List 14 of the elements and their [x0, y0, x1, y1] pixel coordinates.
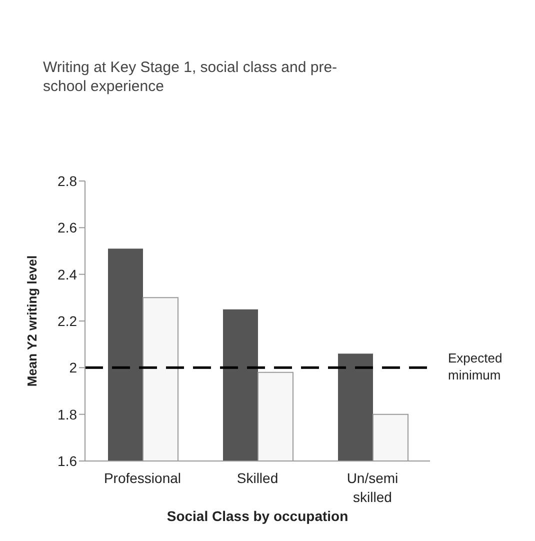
y-tick-label: 1.8	[58, 406, 78, 422]
x-tick-label: Skilled	[236, 470, 278, 486]
y-tick-label: 2.8	[58, 172, 78, 189]
x-axis-title: Social Class by occupation	[166, 508, 348, 524]
y-axis-title: Mean Y2 writing level	[24, 255, 40, 387]
y-tick-label: 2.4	[58, 266, 78, 282]
ref-line-label: Expected minimum	[448, 350, 502, 383]
y-tick-label: 1.6	[58, 452, 78, 469]
x-tick-label: Un/semi skilled	[346, 470, 398, 505]
y-tick-label: 2.2	[58, 312, 78, 329]
x-tick-label: Professional	[104, 470, 182, 486]
y-tick-label: 2.6	[58, 220, 78, 236]
chart-title: Writing at Key Stage 1, social class and pre-school experience	[43, 58, 338, 96]
y-tick-label: 2	[69, 360, 78, 376]
